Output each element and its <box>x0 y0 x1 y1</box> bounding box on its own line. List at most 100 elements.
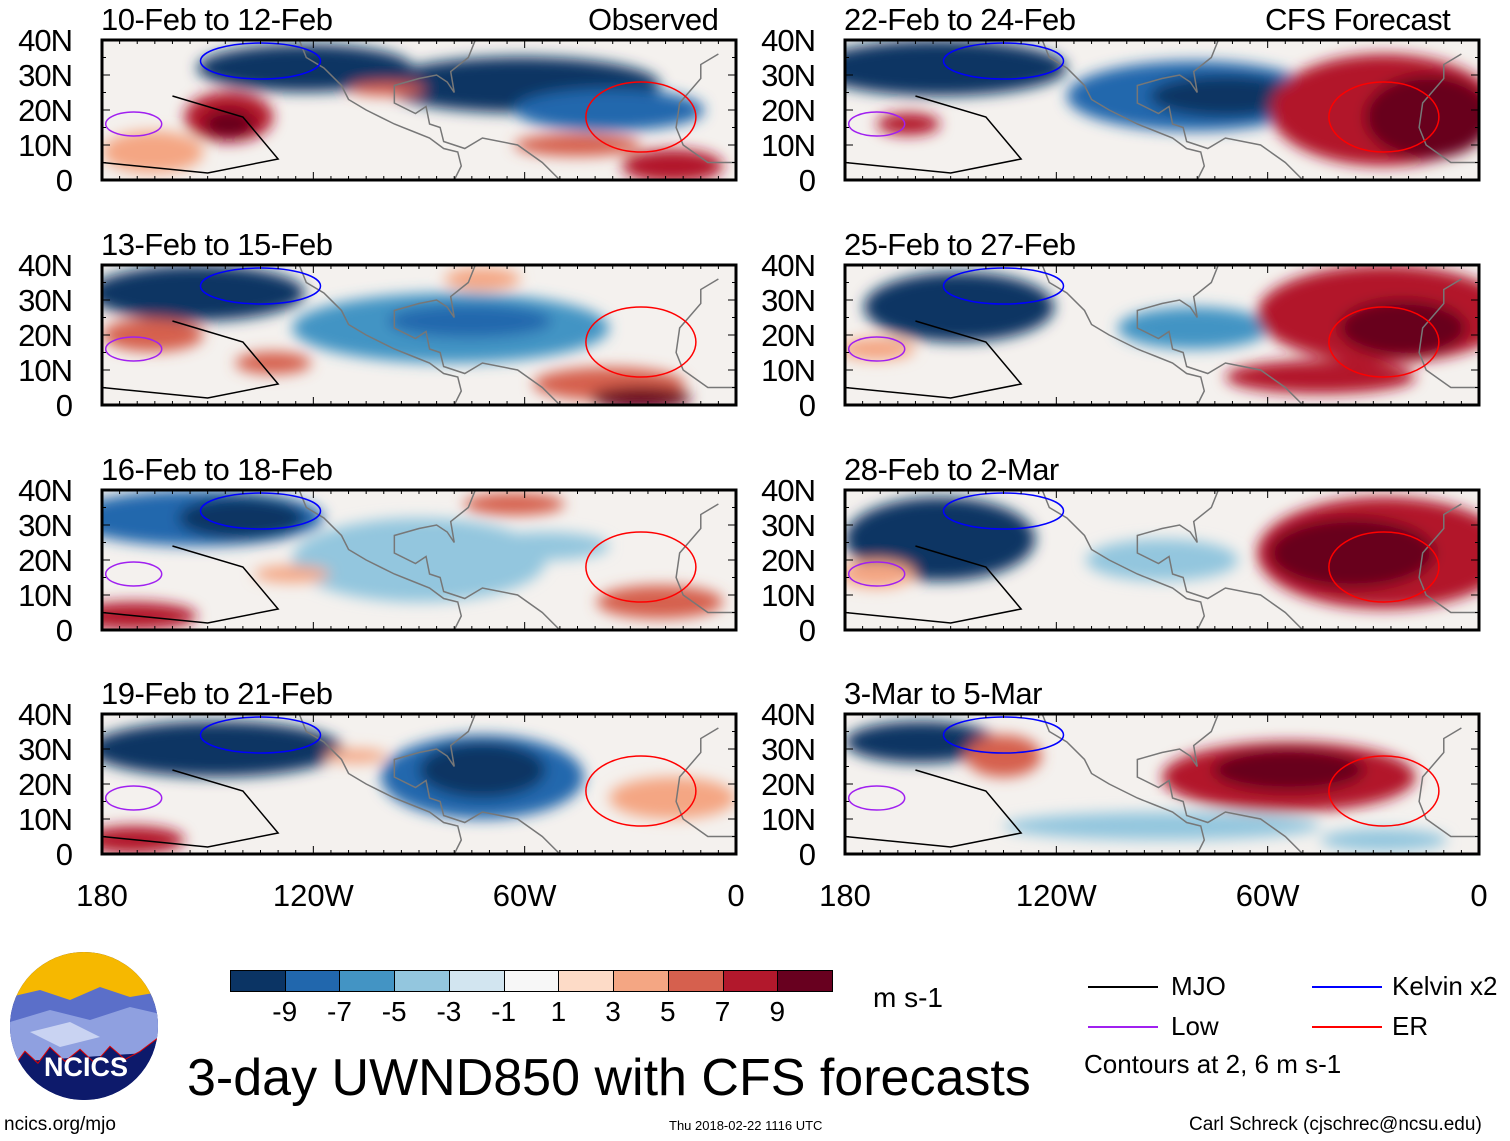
wind-anomaly-region <box>864 272 1055 342</box>
contour-er <box>585 755 697 827</box>
wind-anomaly-region <box>102 318 204 352</box>
legend-mjo-line <box>1088 986 1158 988</box>
ncics-logo: NCICS <box>10 952 158 1100</box>
lon-tick-label: 180 <box>76 878 128 913</box>
coastline <box>298 490 463 630</box>
lat-tick-label: 40N <box>761 248 816 283</box>
lat-tick-label: 10N <box>18 353 73 388</box>
forecast-label: CFS Forecast <box>1265 2 1451 37</box>
lat-tick-label: 10N <box>761 353 816 388</box>
wind-anomaly-region <box>203 110 255 138</box>
lat-tick-label: 30N <box>18 58 73 93</box>
contour-low <box>104 561 163 587</box>
lat-tick-label: 20N <box>18 767 73 802</box>
colorbar-swatch <box>722 970 779 992</box>
coastline <box>1136 714 1304 854</box>
lat-tick-label: 0 <box>55 163 73 198</box>
wind-anomaly-region <box>292 518 546 602</box>
contour-mjo <box>845 95 1023 174</box>
wind-anomaly-region <box>1212 749 1365 791</box>
contour-mjo <box>102 320 280 399</box>
map-panel <box>100 488 738 632</box>
wind-anomaly-region <box>845 40 1067 96</box>
contour-er <box>585 306 697 378</box>
logo-text: NCICS <box>44 1052 128 1082</box>
lat-tick-label: 40N <box>18 23 73 58</box>
colorbar-label: -3 <box>436 996 462 1027</box>
wind-anomaly-region <box>102 131 204 173</box>
wind-anomaly-region <box>609 777 736 819</box>
lat-tick-label: 0 <box>55 613 73 648</box>
lon-tick-label: 120W <box>1015 878 1097 913</box>
lon-tick-label: 120W <box>272 878 354 913</box>
colorbar-swatch <box>777 970 833 992</box>
wind-anomaly-region <box>514 133 641 157</box>
contour-mjo <box>102 769 280 848</box>
lat-tick-label: 40N <box>18 697 73 732</box>
contour-er <box>1328 755 1440 827</box>
lat-tick-label: 20N <box>18 543 73 578</box>
lat-tick-label: 20N <box>18 93 73 128</box>
lat-tick-label: 30N <box>18 508 73 543</box>
contour-mjo <box>102 545 280 624</box>
map-panel <box>100 38 738 182</box>
wind-anomaly-region <box>178 497 305 539</box>
contour-mjo <box>102 95 280 174</box>
contour-low <box>104 111 163 137</box>
coastline <box>1418 727 1479 838</box>
coastline <box>298 40 463 180</box>
lat-tick-label: 30N <box>18 283 73 318</box>
coastline <box>298 714 463 854</box>
contour-mjo <box>845 545 1023 624</box>
lat-tick-label: 0 <box>798 388 816 423</box>
map-panel <box>100 712 738 856</box>
lat-tick-label: 0 <box>798 837 816 872</box>
footer-url[interactable]: ncics.org/mjo <box>4 1114 116 1135</box>
coastline <box>1136 490 1304 630</box>
panel-title: 25-Feb to 27-Feb <box>844 227 1076 262</box>
lat-tick-label: 10N <box>761 578 816 613</box>
coastline <box>1418 53 1479 164</box>
wind-anomaly-region <box>1149 75 1302 117</box>
wind-anomaly-region <box>1269 518 1435 588</box>
wind-anomaly-region <box>845 721 998 763</box>
lat-tick-label: 40N <box>761 473 816 508</box>
lat-tick-label: 40N <box>761 23 816 58</box>
lon-tick-label: 60W <box>1235 878 1300 913</box>
panel-title: 19-Feb to 21-Feb <box>101 676 333 711</box>
wind-anomaly-region <box>965 735 1042 777</box>
coastline <box>1136 265 1304 405</box>
coastline <box>393 265 561 405</box>
wind-anomaly-region <box>876 112 941 136</box>
wind-anomaly-region <box>514 89 705 131</box>
lat-tick-label: 40N <box>761 697 816 732</box>
lat-tick-label: 10N <box>761 128 816 163</box>
contour-low <box>847 111 906 137</box>
lat-tick-label: 30N <box>18 732 73 767</box>
colorbar-label: 7 <box>714 996 731 1027</box>
wind-anomaly-region <box>102 265 305 321</box>
map-panel <box>843 712 1481 856</box>
wind-anomaly-region <box>254 565 331 583</box>
wind-anomaly-region <box>419 742 546 798</box>
lat-tick-label: 30N <box>761 58 816 93</box>
lat-tick-label: 30N <box>761 732 816 767</box>
coastline <box>393 490 561 630</box>
wind-anomaly-region <box>1320 828 1448 852</box>
observed-label: Observed <box>588 2 719 37</box>
wind-anomaly-region <box>102 602 198 630</box>
lat-tick-label: 0 <box>798 613 816 648</box>
colorbar-swatch <box>394 970 450 992</box>
wind-anomaly-region <box>845 497 1036 581</box>
contour-mjo <box>845 320 1023 399</box>
colorbar-swatch <box>558 970 615 992</box>
colorbar-label: 5 <box>660 996 676 1027</box>
legend-er-line <box>1312 1026 1382 1028</box>
wind-anomaly-region <box>235 351 312 375</box>
lat-tick-label: 10N <box>761 802 816 837</box>
coastline <box>1041 265 1206 405</box>
legend-kelvin-line <box>1312 986 1382 988</box>
contour-er <box>1328 306 1440 378</box>
wind-anomaly-region <box>596 585 724 619</box>
legend-kelvin-label: Kelvin x2 <box>1392 971 1498 1001</box>
